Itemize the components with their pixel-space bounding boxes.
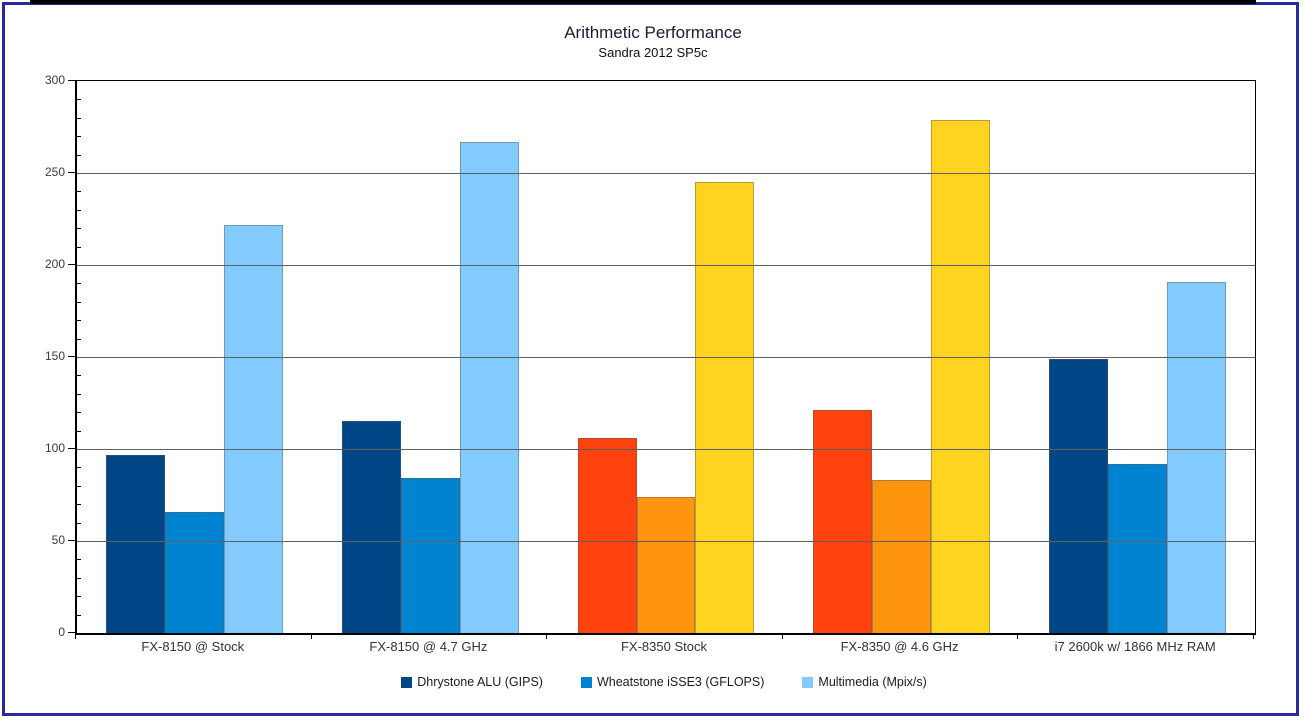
y-major-tick	[68, 448, 75, 449]
bar-group	[784, 81, 1020, 633]
legend-label: Dhrystone ALU (GIPS)	[417, 675, 543, 689]
x-axis-category-label: FX-8350 @ 4.6 GHz	[840, 639, 959, 654]
y-gridline	[77, 173, 1255, 174]
y-minor-tick	[77, 246, 81, 248]
x-boundary-tick	[310, 633, 312, 639]
x-axis-labels: FX-8150 @ Stock FX-8150 @ 4.7 GHz FX-8350 …	[75, 639, 1253, 654]
bar-group	[548, 81, 784, 633]
x-axis-category-label: FX-8350 Stock	[620, 639, 707, 654]
bar-dhrystone-3	[577, 437, 637, 633]
legend-swatch	[580, 676, 592, 688]
y-axis-tick-label: 150	[44, 349, 65, 363]
legend-item: Multimedia (Mpix/s)	[802, 675, 927, 689]
x-boundary-tick	[546, 633, 548, 639]
bar-dhrystone-4	[813, 410, 873, 633]
y-axis-tick-label: 0	[58, 625, 65, 639]
bar-dhrystone-5	[1048, 358, 1108, 633]
legend-label: Multimedia (Mpix/s)	[818, 675, 927, 689]
chart-title: Arithmetic Performance	[564, 23, 742, 42]
bar-multimedia-3	[695, 182, 755, 633]
bar-groups	[77, 81, 1255, 633]
y-minor-tick	[77, 301, 81, 303]
x-axis-category-label: FX-8150 @ Stock	[141, 639, 245, 654]
y-minor-tick	[77, 99, 81, 101]
y-gridline	[77, 449, 1255, 450]
y-minor-tick	[77, 412, 81, 414]
bar-group	[313, 81, 549, 633]
bar-wheatstone-4	[872, 480, 932, 633]
y-major-tick	[68, 80, 75, 81]
bar-wheatstone-2	[400, 478, 460, 633]
y-minor-tick	[77, 504, 81, 506]
y-minor-tick	[77, 485, 81, 487]
x-boundary-tick	[75, 633, 76, 639]
bar-group	[1019, 81, 1255, 633]
y-minor-tick	[77, 614, 81, 616]
bar-dhrystone-2	[342, 421, 401, 633]
y-minor-tick	[77, 338, 81, 340]
y-minor-tick	[77, 228, 81, 230]
bar-group	[77, 81, 313, 633]
y-axis-tick-label: 100	[44, 441, 65, 455]
y-major-tick	[68, 356, 75, 357]
y-minor-tick	[77, 320, 81, 322]
y-major-tick	[68, 540, 75, 541]
legend-swatch	[802, 676, 814, 688]
y-minor-tick	[77, 191, 81, 193]
y-gridline	[77, 541, 1255, 542]
y-minor-tick	[77, 393, 81, 395]
y-minor-tick	[77, 596, 81, 598]
bar-multimedia-4	[931, 119, 990, 633]
x-axis-category-label: i7 2600k w/ 1866 MHz RAM	[1054, 639, 1216, 654]
y-minor-tick	[77, 117, 81, 119]
y-minor-tick	[77, 154, 81, 156]
x-axis-category-label: FX-8150 @ 4.7 GHz	[369, 639, 488, 654]
legend-swatch	[401, 676, 413, 688]
x-boundary-tick	[781, 633, 783, 639]
legend-item: Dhrystone ALU (GIPS)	[401, 675, 543, 689]
y-major-tick	[68, 172, 75, 173]
chart-subtitle: Sandra 2012 SP5c	[598, 45, 708, 60]
x-boundary-tick	[1017, 633, 1019, 639]
y-gridline	[77, 357, 1255, 358]
x-boundary-tick	[1253, 633, 1254, 639]
y-axis-tick-label: 300	[44, 73, 65, 87]
y-gridline	[77, 265, 1255, 266]
plot-area	[75, 80, 1256, 635]
bar-dhrystone-1	[106, 454, 166, 633]
y-minor-tick	[77, 209, 81, 211]
y-axis-tick-label: 250	[44, 165, 65, 179]
y-major-tick	[68, 264, 75, 265]
bar-multimedia-2	[459, 141, 519, 633]
y-minor-tick	[77, 375, 81, 377]
bar-multimedia-1	[224, 224, 284, 633]
bar-wheatstone-5	[1107, 463, 1167, 633]
y-minor-tick	[77, 283, 81, 285]
y-minor-tick	[77, 467, 81, 469]
y-minor-tick	[77, 136, 81, 138]
legend-item: Wheatstone iSSE3 (GFLOPS)	[580, 675, 765, 689]
bar-wheatstone-1	[165, 511, 225, 633]
y-major-tick	[68, 632, 75, 633]
legend: Dhrystone ALU (GIPS) Wheatstone iSSE3 (GF…	[75, 675, 1253, 689]
y-minor-tick	[77, 430, 81, 432]
legend-label: Wheatstone iSSE3 (GFLOPS)	[596, 675, 765, 689]
y-axis-tick-label: 200	[44, 257, 65, 271]
y-minor-tick	[77, 577, 81, 579]
y-axis-tick-label: 50	[51, 533, 65, 547]
y-minor-tick	[77, 559, 81, 561]
y-minor-tick	[77, 522, 81, 524]
bar-wheatstone-3	[636, 496, 696, 633]
top-edge-strip	[30, 0, 1256, 4]
bar-multimedia-5	[1166, 281, 1226, 633]
